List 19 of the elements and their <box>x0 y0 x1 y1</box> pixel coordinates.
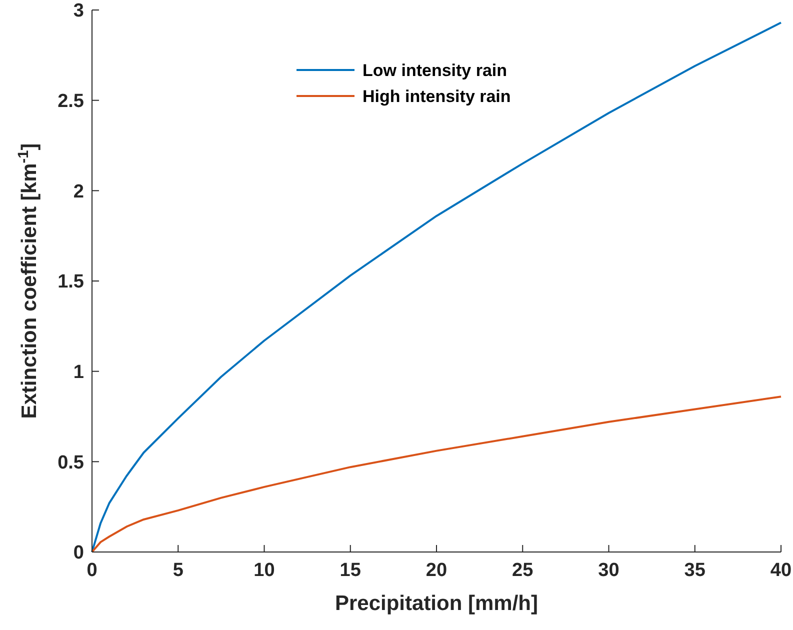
legend-label: Low intensity rain <box>362 60 508 80</box>
y-tick-label: 1 <box>73 362 84 383</box>
y-tick-label: 0 <box>73 542 84 564</box>
y-tick-label: 2.5 <box>58 90 84 112</box>
x-tick-label: 5 <box>172 560 184 581</box>
x-tick-label: 15 <box>340 560 362 581</box>
x-tick-label: 10 <box>254 560 275 581</box>
x-tick-label: 20 <box>426 560 448 581</box>
y-tick-label: 3 <box>73 0 84 22</box>
y-tick-label: 2 <box>73 181 84 202</box>
y-tick-label: 1.5 <box>58 272 84 293</box>
x-tick-label: 40 <box>770 560 792 581</box>
legend-label: High intensity rain <box>362 86 511 106</box>
x-axis-title: Precipitation [mm/h] <box>334 592 538 615</box>
x-tick-label: 25 <box>512 560 534 581</box>
y-tick-label: 0.5 <box>58 452 84 474</box>
x-tick-label: 35 <box>684 560 706 581</box>
x-tick-label: 30 <box>598 560 620 581</box>
x-tick-label: 0 <box>86 560 98 581</box>
